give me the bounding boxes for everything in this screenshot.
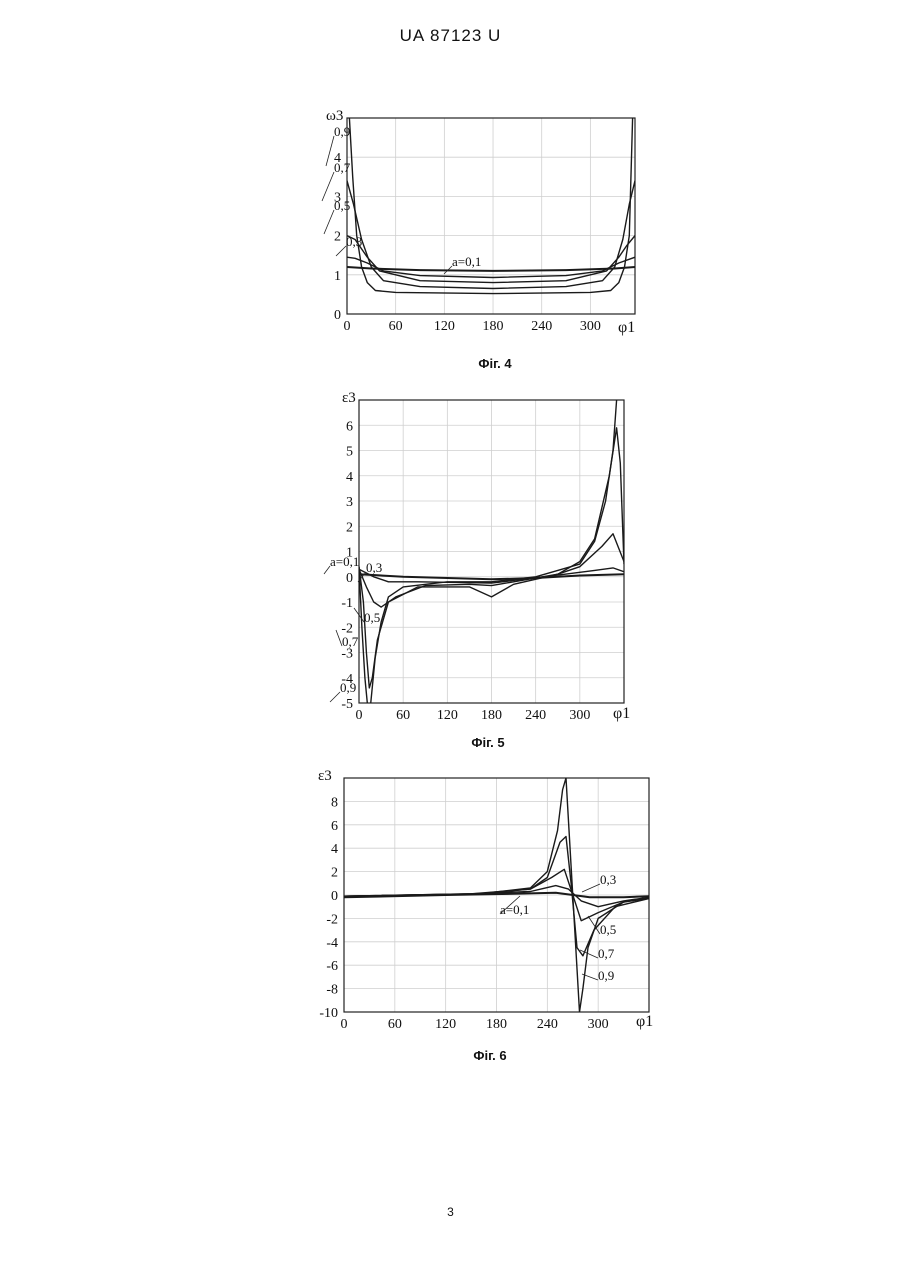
series-label: 0,9 <box>340 680 356 695</box>
series-label: 0,3 <box>346 234 362 249</box>
figure-4: 06012018024030001234φ1ω30,90,70,50,3a=0,… <box>318 106 658 351</box>
series-line <box>359 400 617 711</box>
y-tick-label: 2 <box>346 520 353 535</box>
series-label: 0,7 <box>342 634 359 649</box>
y-tick-label: 0 <box>331 889 338 904</box>
x-tick-label: 300 <box>569 708 590 723</box>
x-tick-label: 60 <box>396 708 410 723</box>
label-leader <box>322 172 334 201</box>
label-leader <box>580 950 598 958</box>
grid <box>347 118 635 314</box>
series-label: 0,5 <box>364 610 380 625</box>
y-axis-label: ε3 <box>342 390 356 406</box>
series-line <box>347 236 635 283</box>
plot-frame <box>347 118 635 314</box>
x-tick-label: 0 <box>356 708 363 723</box>
series-line <box>347 267 635 271</box>
label-leader <box>582 884 600 892</box>
y-tick-label: 4 <box>346 470 353 485</box>
label-leader <box>330 692 340 702</box>
label-leader <box>324 210 334 234</box>
page-number: 3 <box>0 1205 901 1219</box>
y-tick-label: 4 <box>331 842 338 857</box>
series-label: 0,3 <box>600 872 616 887</box>
chart-fig5: 060120180240300-5-4-3-2-10123456φ1ε3a=0,… <box>318 390 658 730</box>
x-axis-label: φ1 <box>613 705 630 722</box>
label-leader <box>326 136 334 166</box>
x-tick-label: 60 <box>389 319 403 334</box>
figure-6-caption: Фіг. 6 <box>390 1048 590 1063</box>
x-tick-label: 240 <box>531 319 552 334</box>
series-label: 0,7 <box>598 946 615 961</box>
series-label: 0,7 <box>334 160 351 175</box>
x-tick-label: 0 <box>341 1017 348 1032</box>
y-tick-label: 2 <box>334 230 341 245</box>
x-tick-label: 240 <box>537 1017 558 1032</box>
series-label: 0,9 <box>598 968 614 983</box>
x-tick-label: 120 <box>435 1017 456 1032</box>
x-tick-label: 60 <box>388 1017 402 1032</box>
x-tick-label: 0 <box>344 319 351 334</box>
figure-4-caption: Фіг. 4 <box>395 356 595 371</box>
y-tick-label: 0 <box>334 308 341 323</box>
y-axis-label: ω3 <box>326 108 343 124</box>
series-label: 0,3 <box>366 560 382 575</box>
figure-5: 060120180240300-5-4-3-2-10123456φ1ε3a=0,… <box>318 390 658 730</box>
y-tick-label: -2 <box>326 912 338 927</box>
x-tick-label: 180 <box>481 708 502 723</box>
y-tick-label: 8 <box>331 795 338 810</box>
y-tick-label: -5 <box>341 697 353 712</box>
x-tick-label: 300 <box>580 319 601 334</box>
grid <box>359 400 624 703</box>
series-label: a=0,1 <box>330 554 359 569</box>
label-leader <box>336 246 346 256</box>
chart-fig6: 0 60 120 180 240 300 -10 -8 -6 -4 -2 0 2 4 6 8 φ1 ε3 a=0,1… <box>310 768 665 1043</box>
y-tick-label: 2 <box>331 866 338 881</box>
y-tick-label: 6 <box>346 419 353 434</box>
series-label: 0,5 <box>334 198 350 213</box>
figure-6: 0 60 120 180 240 300 -10 -8 -6 -4 -2 0 2 4 6 8 φ1 ε3 a=0,1… <box>310 768 665 1043</box>
y-tick-label: -8 <box>326 983 338 998</box>
x-tick-label: 240 <box>525 708 546 723</box>
x-axis-label: φ1 <box>636 1013 653 1030</box>
y-tick-label: -6 <box>326 959 338 974</box>
y-tick-label: 5 <box>346 445 353 460</box>
x-tick-label: 300 <box>588 1017 609 1032</box>
series-label: a=0,1 <box>500 902 529 917</box>
x-tick-label: 120 <box>434 319 455 334</box>
chart-fig4: 06012018024030001234φ1ω30,90,70,50,3a=0,… <box>318 106 658 351</box>
series-label: 0,9 <box>334 124 350 139</box>
y-tick-label: -4 <box>326 936 338 951</box>
y-tick-label: -1 <box>341 596 353 611</box>
x-axis-label: φ1 <box>618 319 635 336</box>
figure-5-caption: Фіг. 5 <box>388 735 588 750</box>
patent-header: UA 87123 U <box>0 26 901 46</box>
y-axis-label: ε3 <box>318 768 332 784</box>
y-tick-label: 0 <box>346 571 353 586</box>
x-tick-label: 120 <box>437 708 458 723</box>
x-tick-label: 180 <box>486 1017 507 1032</box>
x-tick-label: 180 <box>483 319 504 334</box>
y-tick-label: 6 <box>331 819 338 834</box>
y-tick-label: 1 <box>334 269 341 284</box>
y-tick-label: -10 <box>319 1006 338 1021</box>
series-label: 0,5 <box>600 922 616 937</box>
y-tick-label: 3 <box>346 495 353 510</box>
series-label: a=0,1 <box>452 254 481 269</box>
